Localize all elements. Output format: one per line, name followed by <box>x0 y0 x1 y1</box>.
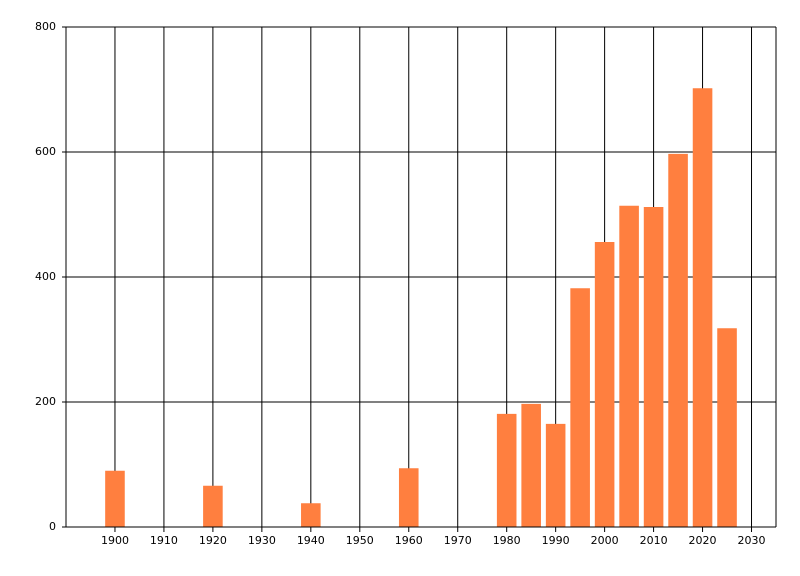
x-tick-label: 2000 <box>591 534 619 547</box>
y-tick-label: 200 <box>35 395 56 408</box>
y-tick-label: 800 <box>35 20 56 33</box>
bar <box>692 88 713 527</box>
x-tick-label: 2010 <box>640 534 668 547</box>
bar <box>668 153 688 527</box>
bar <box>203 485 223 527</box>
x-tick-label: 1910 <box>150 534 178 547</box>
x-tick-label: 2030 <box>738 534 766 547</box>
bar <box>521 403 541 527</box>
bar <box>301 503 321 527</box>
bar <box>619 205 639 527</box>
x-tick-label: 1990 <box>542 534 570 547</box>
x-tick-label: 1970 <box>444 534 472 547</box>
y-tick-label: 400 <box>35 270 56 283</box>
y-tick-label: 600 <box>35 145 56 158</box>
x-tick-label: 1930 <box>248 534 276 547</box>
bar <box>105 470 125 527</box>
y-tick-label: 0 <box>49 520 56 533</box>
x-tick-label: 1980 <box>493 534 521 547</box>
bar <box>717 328 737 527</box>
bar <box>643 207 664 527</box>
bar <box>496 413 517 527</box>
x-tick-label: 2020 <box>689 534 717 547</box>
x-tick-label: 1950 <box>346 534 374 547</box>
x-tick-label: 1900 <box>101 534 129 547</box>
x-tick-label: 1940 <box>297 534 325 547</box>
bar <box>570 288 590 527</box>
bar <box>398 468 419 527</box>
x-tick-label: 1960 <box>395 534 423 547</box>
bar <box>545 423 566 527</box>
bar <box>594 242 615 527</box>
x-tick-label: 1920 <box>199 534 227 547</box>
